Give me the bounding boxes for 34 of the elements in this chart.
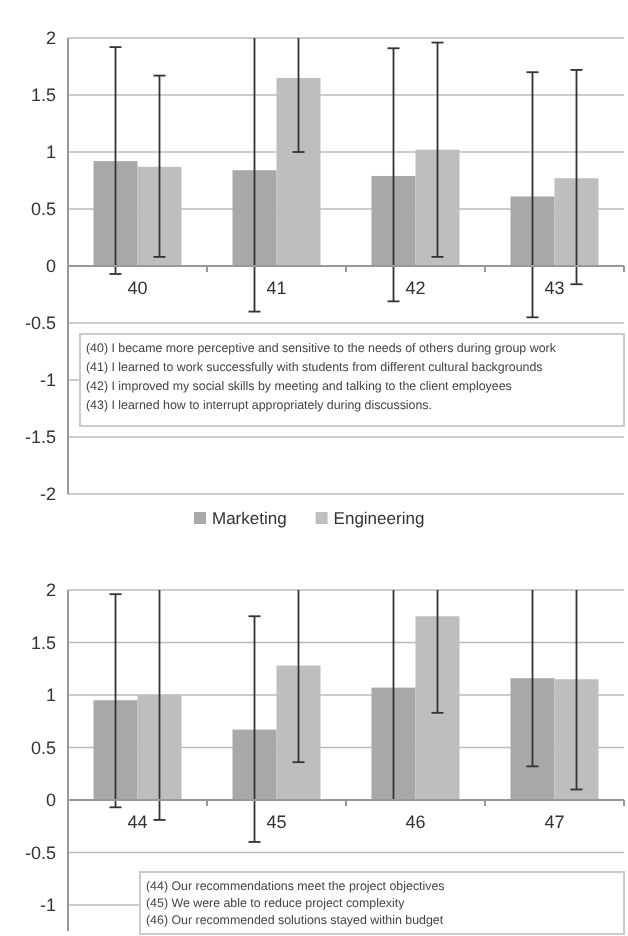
bar <box>371 687 416 800</box>
y-tick-label: 2 <box>45 28 56 49</box>
y-tick-label: 0 <box>45 790 56 811</box>
y-tick-label: -2 <box>39 484 56 505</box>
y-tick-label: -1 <box>39 370 56 391</box>
x-tick-label: 43 <box>544 278 565 298</box>
y-tick-label: 2 <box>45 580 56 601</box>
y-tick-label: 0 <box>45 256 56 277</box>
x-tick-label: 42 <box>405 278 426 298</box>
y-tick-label: 1 <box>45 685 56 706</box>
bar <box>510 196 555 266</box>
x-tick-label: 41 <box>266 278 287 298</box>
y-tick-label: -0.5 <box>24 313 56 334</box>
x-tick-label: 44 <box>127 811 148 832</box>
x-tick-label: 45 <box>266 811 287 832</box>
y-tick-label: 1.5 <box>30 632 56 653</box>
y-tick-label: 1.5 <box>30 85 56 106</box>
bar <box>371 175 416 266</box>
y-tick-label: 0.5 <box>30 737 56 758</box>
x-tick-label: 47 <box>544 811 565 832</box>
y-tick-label: 1 <box>45 142 56 163</box>
y-tick-label: -0.5 <box>24 842 56 863</box>
x-tick-label: 46 <box>405 811 426 832</box>
legend-label: Marketing <box>212 508 288 528</box>
y-tick-label: 0.5 <box>30 199 56 220</box>
y-tick-label: -1 <box>39 895 56 916</box>
bar <box>232 170 277 266</box>
legend-label: Engineering <box>333 508 425 528</box>
y-tick-label: -1.5 <box>24 427 56 448</box>
bar <box>93 700 138 800</box>
bar <box>93 161 138 266</box>
x-tick-label: 40 <box>127 278 148 298</box>
bar <box>232 729 277 800</box>
bar <box>510 678 555 800</box>
